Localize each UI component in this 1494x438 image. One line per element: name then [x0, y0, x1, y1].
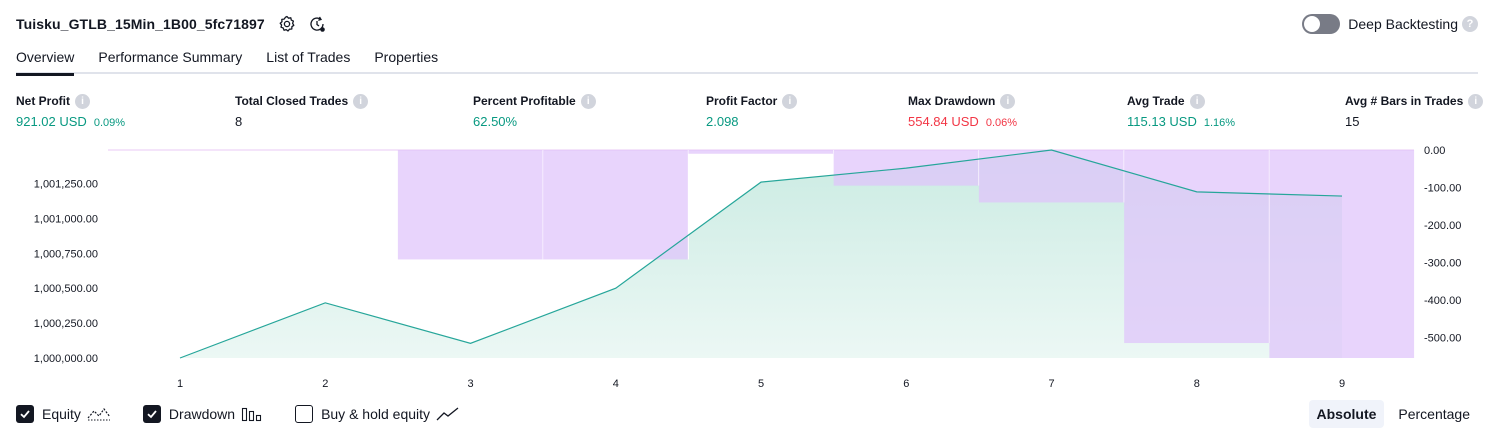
metric-label: Total Closed Trades — [235, 94, 349, 108]
metric-percent-profitable: Percent Profitable i 62.50% — [473, 93, 596, 129]
metric-label: Avg Trade — [1127, 94, 1185, 108]
metric-value: 62.50% — [473, 114, 518, 129]
left-axis-tick-label: 1,000,000.00 — [34, 353, 98, 365]
metric-label: Avg # Bars in Trades — [1345, 94, 1464, 108]
metric-percent: 0.09% — [93, 117, 126, 129]
metric-net-profit: Net Profit i 921.02 USD 0.09% — [16, 93, 125, 129]
drawdown-bar — [688, 150, 834, 154]
deep-backtesting-toggle[interactable] — [1302, 14, 1341, 34]
metric-value: 2.098 — [706, 114, 739, 129]
info-icon[interactable]: i — [353, 93, 369, 109]
chart-legend: Equity Drawdown Buy & hold equity — [16, 404, 492, 424]
legend-label: Drawdown — [168, 406, 236, 422]
reload-report-icon[interactable] — [307, 14, 327, 34]
left-axis-tick-label: 1,000,250.00 — [34, 318, 98, 330]
drawdown-bar — [978, 150, 1125, 203]
x-axis-tick-label: 2 — [322, 378, 328, 390]
tab-overview[interactable]: Overview — [16, 46, 75, 76]
metric-total-closed-trades: Total Closed Trades i 8 — [235, 93, 369, 129]
help-icon[interactable]: ? — [1462, 16, 1478, 32]
metric-percent: 1.16% — [1203, 117, 1236, 129]
equity-line — [179, 149, 1343, 359]
right-axis-tick-label: -300.00 — [1424, 257, 1461, 269]
legend-buy-hold-equity[interactable]: Buy & hold equity — [295, 405, 460, 423]
buy-hold-line-icon — [436, 406, 460, 422]
absolute-button[interactable]: Absolute — [1308, 400, 1385, 428]
legend-drawdown[interactable]: Drawdown — [142, 405, 263, 423]
info-icon[interactable]: i — [1000, 93, 1016, 109]
right-axis-tick-label: -400.00 — [1424, 295, 1461, 307]
buy-hold-checkbox[interactable] — [295, 405, 314, 423]
report-tabs: Overview Performance Summary List of Tra… — [16, 46, 1478, 76]
equity-line-icon — [87, 406, 111, 422]
metric-avg-bars-in-trades: Avg # Bars in Trades i 15 — [1345, 93, 1484, 129]
strategy-name: Tuisku_GTLB_15Min_1B00_5fc71897 — [16, 16, 265, 32]
metric-value: 15 — [1345, 114, 1360, 129]
x-axis-tick-label: 1 — [177, 378, 183, 390]
left-axis-tick-label: 1,001,000.00 — [34, 213, 98, 225]
metric-label: Max Drawdown — [908, 94, 996, 108]
legend-label: Equity — [42, 406, 81, 422]
x-axis-tick-label: 7 — [1048, 378, 1054, 390]
info-icon[interactable]: i — [782, 93, 798, 109]
metric-profit-factor: Profit Factor i 2.098 — [706, 93, 798, 129]
metric-label: Percent Profitable — [473, 94, 576, 108]
drawdown-checkbox[interactable] — [142, 405, 161, 423]
info-icon[interactable]: i — [75, 93, 90, 109]
deep-backtesting-label: Deep Backtesting — [1348, 16, 1458, 32]
tab-performance-summary[interactable]: Performance Summary — [98, 49, 243, 65]
left-axis-tick-label: 1,000,500.00 — [34, 283, 98, 295]
x-axis-tick-label: 3 — [467, 378, 473, 390]
drawdown-bar — [543, 150, 689, 260]
percentage-button[interactable]: Percentage — [1398, 406, 1470, 422]
drawdown-bar — [397, 150, 544, 260]
x-axis-tick-label: 6 — [903, 378, 909, 390]
right-axis-tick-label: -500.00 — [1424, 332, 1461, 344]
toggle-knob — [1304, 16, 1321, 32]
x-axis-tick-label: 4 — [613, 378, 619, 390]
metric-avg-trade: Avg Trade i 115.13 USD 1.16% — [1127, 93, 1235, 129]
strategy-title-row: Tuisku_GTLB_15Min_1B00_5fc71897 — [16, 12, 327, 36]
right-axis-tick-label: -100.00 — [1424, 182, 1461, 194]
value-mode-switch: Absolute Percentage — [1303, 399, 1479, 429]
metric-value: 921.02 USD — [16, 114, 87, 129]
x-axis-tick-label: 9 — [1339, 378, 1345, 390]
info-icon[interactable]: i — [1468, 93, 1484, 109]
drawdown-bar — [1269, 150, 1415, 358]
info-icon[interactable]: i — [1189, 93, 1205, 109]
equity-checkbox[interactable] — [16, 405, 34, 423]
right-axis-tick-label: -200.00 — [1424, 220, 1461, 232]
metric-percent: 0.06% — [985, 117, 1018, 129]
drawdown-bars-icon — [241, 406, 263, 422]
left-axis-tick-label: 1,001,250.00 — [34, 179, 98, 191]
equity-drawdown-chart[interactable]: 1,000,000.00 1,000,250.00 1,000,500.00 1,00… — [0, 138, 1494, 396]
metric-label: Net Profit — [16, 94, 70, 108]
x-axis-tick-label: 5 — [758, 378, 764, 390]
info-icon[interactable]: i — [580, 93, 596, 109]
metric-value: 8 — [235, 114, 243, 129]
x-axis-tick-label: 8 — [1194, 378, 1200, 390]
metric-value: 115.13 USD — [1127, 114, 1197, 129]
metric-value: 554.84 USD — [908, 114, 979, 129]
legend-label: Buy & hold equity — [321, 406, 431, 422]
metric-label: Profit Factor — [706, 94, 778, 108]
left-axis-tick-label: 1,000,750.00 — [34, 248, 98, 260]
right-axis-tick-label: 0.00 — [1424, 145, 1445, 157]
tab-list-of-trades[interactable]: List of Trades — [266, 49, 351, 65]
metric-max-drawdown: Max Drawdown i 554.84 USD 0.06% — [908, 93, 1017, 129]
settings-icon[interactable] — [277, 14, 297, 34]
deep-backtesting: Deep Backtesting ? — [1302, 13, 1478, 35]
tab-properties[interactable]: Properties — [374, 49, 439, 65]
legend-equity[interactable]: Equity — [16, 405, 111, 423]
drawdown-bar — [1124, 150, 1270, 344]
